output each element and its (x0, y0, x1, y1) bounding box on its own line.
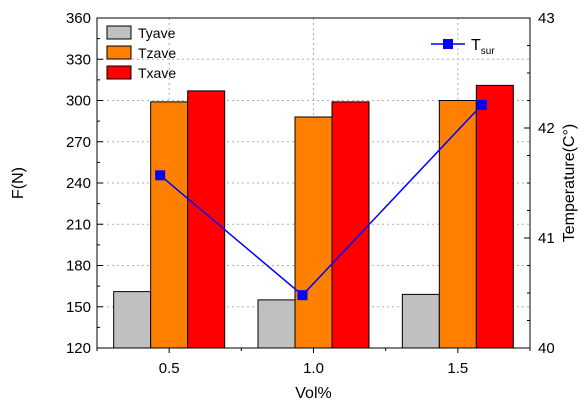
temperature-point (297, 290, 308, 301)
y2-tick-label: 42 (538, 120, 555, 137)
y2-tick-label: 41 (538, 230, 555, 247)
legend-line-label: Tsur (471, 37, 495, 57)
y-tick-label: 330 (66, 51, 91, 68)
bar (475, 84, 514, 349)
bar (401, 293, 440, 349)
bar (113, 291, 152, 349)
y2-tick-label: 43 (538, 10, 555, 27)
x-axis-title: Vol% (295, 385, 331, 402)
bar (438, 100, 477, 349)
bar (257, 299, 296, 349)
y-tick-label: 120 (66, 340, 91, 357)
y-tick-label: 240 (66, 175, 91, 192)
legend-swatch (106, 65, 132, 80)
x-tick-label: 1.0 (303, 360, 324, 377)
y-tick-label: 150 (66, 299, 91, 316)
legend-swatch (106, 25, 132, 40)
legend-line-marker (443, 39, 453, 49)
y2-tick-label: 40 (538, 340, 555, 357)
y-tick-label: 300 (66, 93, 91, 110)
axes: 120 150 180 210 240 270 300 330 360 40 41 42 43 0.5 1.… (66, 10, 555, 377)
bar (187, 90, 226, 349)
legend: Tyave Tzave Txave Tsur (106, 25, 495, 81)
bar (150, 101, 189, 349)
x-tick-label: 1.5 (447, 360, 468, 377)
temperature-point (476, 99, 487, 110)
legend-label: Tzave (138, 45, 176, 61)
bar (331, 101, 370, 349)
temperature-line (155, 99, 487, 301)
legend-swatch (106, 45, 132, 60)
y-tick-label: 270 (66, 134, 91, 151)
x-tick-label: 0.5 (159, 360, 180, 377)
y-tick-label: 210 (66, 216, 91, 233)
y2-axis-title: Temperature(C°) (561, 124, 578, 242)
legend-label: Txave (138, 65, 176, 81)
y-axis-title: F(N) (10, 167, 27, 199)
y-tick-label: 360 (66, 10, 91, 27)
bars (113, 84, 514, 349)
temperature-point (155, 170, 166, 181)
bar (294, 116, 333, 349)
legend-label: Tyave (138, 25, 176, 41)
y-tick-label: 180 (66, 258, 91, 275)
